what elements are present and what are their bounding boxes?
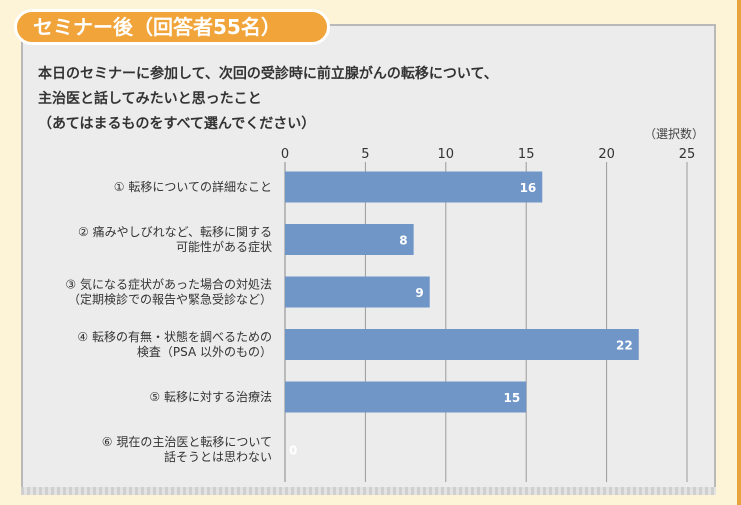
category-label-2: ② 痛みやしびれなど、転移に関する可能性がある症状 xyxy=(78,224,272,254)
category-label-3-line-2: （定期検診での報告や緊急受診など） xyxy=(68,292,272,307)
question-line-1: 本日のセミナーに参加して、次回の受診時に前立腺がんの転移について、 xyxy=(38,66,498,82)
value-label-1: 16 xyxy=(520,181,537,195)
axis-unit-label: （選択数） xyxy=(644,127,705,141)
category-label-2-line-2: 可能性がある症状 xyxy=(176,239,272,254)
tick-label-25: 25 xyxy=(679,147,696,162)
chart-panel xyxy=(21,24,716,494)
value-label-5: 15 xyxy=(503,391,520,405)
category-label-6-line-1: ⑥ 現在の主治医と転移について xyxy=(102,435,272,449)
question-line-3: （あてはまるものをすべて選んでください） xyxy=(38,116,316,132)
value-label-6: 0 xyxy=(289,444,297,458)
bar-4 xyxy=(285,329,639,360)
category-label-6: ⑥ 現在の主治医と転移について話そうとは思わない xyxy=(102,435,272,464)
tick-label-5: 5 xyxy=(361,147,369,162)
page-title: セミナー後（回答者55名） xyxy=(14,9,330,45)
category-label-3: ③ 気になる症状があった場合の対処法（定期検診での報告や緊急受診など） xyxy=(65,277,272,307)
question-line-2: 主治医と話してみたいと思ったこと xyxy=(38,91,262,107)
tick-label-0: 0 xyxy=(281,147,289,162)
bar-5 xyxy=(285,381,527,413)
panel-bottom-stripe xyxy=(21,487,716,495)
value-label-3: 9 xyxy=(415,286,423,300)
tick-label-15: 15 xyxy=(518,147,535,162)
value-label-2: 8 xyxy=(399,234,407,248)
category-label-4-line-2: 検査（PSA 以外のもの） xyxy=(137,345,272,359)
category-label-2-line-1: ② 痛みやしびれなど、転移に関する xyxy=(78,224,272,239)
bar-2 xyxy=(285,224,414,255)
category-label-4-line-1: ④ 転移の有無・状態を調べるための xyxy=(77,329,272,344)
bar-1 xyxy=(285,171,543,203)
category-label-3-line-1: ③ 気になる症状があった場合の対処法 xyxy=(65,277,272,292)
category-label-1: ① 転移についての詳細なこと xyxy=(114,179,272,194)
value-label-4: 22 xyxy=(616,339,633,353)
tick-label-20: 20 xyxy=(598,147,615,162)
category-label-5-line-1: ⑤ 転移に対する治療法 xyxy=(149,390,272,404)
category-label-1-line-1: ① 転移についての詳細なこと xyxy=(114,179,272,194)
tick-label-10: 10 xyxy=(438,147,455,162)
category-label-4: ④ 転移の有無・状態を調べるための検査（PSA 以外のもの） xyxy=(77,329,272,359)
category-label-5: ⑤ 転移に対する治療法 xyxy=(149,390,272,404)
category-label-6-line-2: 話そうとは思わない xyxy=(164,449,272,464)
bar-3 xyxy=(285,276,430,308)
survey-question: 本日のセミナーに参加して、次回の受診時に前立腺がんの転移について、 主治医と話し… xyxy=(38,62,678,137)
